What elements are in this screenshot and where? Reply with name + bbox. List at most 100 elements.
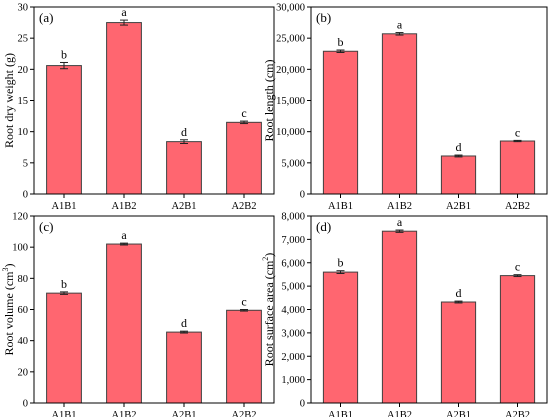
y-tick-label: 20 — [18, 65, 29, 76]
x-tick-label: A2B2 — [505, 201, 530, 212]
error-bar-A2B1 — [454, 154, 463, 158]
significance-letter: d — [456, 286, 462, 300]
x-tick-label: A1B2 — [111, 410, 136, 417]
y-tick-label: 1,000 — [281, 375, 305, 386]
bar-A1B2 — [106, 243, 142, 404]
error-bar-A1B1 — [336, 49, 345, 54]
significance-letter: c — [241, 295, 246, 309]
y-axis-title-superscript: 2 — [261, 257, 270, 261]
significance-letter: b — [338, 256, 344, 270]
y-tick-label: 3,000 — [281, 328, 305, 339]
y-tick-label: 40 — [18, 336, 29, 347]
panel-label: (d) — [316, 219, 331, 234]
y-axis-title-superscript: 3 — [1, 268, 10, 272]
y-tick-label: 8,000 — [281, 212, 305, 223]
chart-panel-a: b A1B1 a A1B2 d A2B1 c A2B2 0 5 10 15 20 25 30 (a) Root … — [2, 3, 275, 212]
significance-letter: a — [121, 228, 127, 242]
error-bar-A1B1 — [60, 291, 68, 295]
significance-letter: a — [397, 18, 403, 32]
chart-panel-b: b A1B1 a A1B2 d A2B1 c A2B2 0 5,000 10,000 15,000 20… — [262, 3, 548, 212]
error-bar-A1B2 — [120, 242, 128, 246]
error-bar-A2B2 — [513, 274, 522, 278]
y-tick-label: 30 — [18, 3, 29, 14]
bar-A2B2 — [499, 275, 536, 404]
y-tick-label: 2,000 — [281, 352, 305, 363]
bar-A2B2 — [499, 140, 536, 195]
bar-A1B2 — [106, 22, 142, 195]
bar-A2B1 — [440, 301, 477, 404]
x-tick-label: A1B2 — [111, 201, 136, 212]
significance-letter: a — [397, 215, 403, 229]
y-tick-label: 0 — [300, 399, 305, 410]
y-axis-title: Root volume (cm3) — [1, 264, 16, 356]
significance-letter: c — [515, 260, 520, 274]
y-tick-label: 120 — [12, 212, 28, 223]
error-bar-A1B2 — [395, 229, 404, 233]
y-axis-title-text: Root volume (cm — [2, 271, 16, 356]
bar-A2B1 — [440, 155, 477, 195]
error-bar-A2B2 — [513, 139, 522, 143]
y-tick-label: 10,000 — [276, 127, 305, 138]
chart-panel-d: b A1B1 a A1B2 d A2B1 c A2B2 0 1,000 2,000 3,000 4,00… — [261, 212, 548, 417]
y-tick-label: 15 — [18, 96, 29, 107]
y-tick-label: 20 — [18, 367, 29, 378]
y-axis-title-tail: ) — [2, 264, 16, 268]
x-tick-label: A1B1 — [328, 201, 353, 212]
y-axis-title-tail: ) — [262, 253, 276, 257]
y-tick-label: 0 — [23, 190, 28, 201]
x-tick-label: A2B1 — [446, 410, 471, 417]
error-bar-A1B1 — [60, 61, 68, 70]
significance-letter: d — [181, 316, 187, 330]
error-bar-A2B2 — [240, 309, 248, 312]
x-tick-label: A1B2 — [387, 410, 412, 417]
y-tick-label: 80 — [18, 274, 29, 285]
significance-letter: b — [61, 47, 67, 61]
error-bar-A1B2 — [120, 19, 128, 26]
bar-A1B1 — [322, 271, 359, 404]
bar-A2B2 — [226, 121, 262, 195]
y-axis-title-text: Root surface area (cm — [262, 260, 276, 366]
y-tick-label: 30,000 — [276, 3, 305, 14]
y-tick-label: 10 — [18, 127, 29, 138]
y-tick-label: 100 — [12, 243, 28, 254]
y-tick-label: 7,000 — [281, 235, 305, 246]
y-tick-label: 5,000 — [281, 158, 305, 169]
bar-A1B1 — [46, 65, 82, 195]
x-tick-label: A2B2 — [505, 410, 530, 417]
y-axis-title-text: Root length (cm) — [262, 60, 276, 142]
y-tick-label: 25 — [18, 34, 29, 45]
significance-letter: b — [61, 277, 67, 291]
error-bar-A2B1 — [180, 139, 188, 145]
y-tick-label: 15,000 — [276, 96, 305, 107]
error-bar-A2B2 — [240, 120, 248, 125]
bar-A1B1 — [322, 50, 359, 195]
panel-label: (b) — [316, 10, 331, 25]
x-tick-label: A2B1 — [171, 410, 196, 417]
x-tick-label: A2B2 — [231, 410, 256, 417]
y-tick-label: 6,000 — [281, 258, 305, 269]
y-tick-label: 60 — [18, 305, 29, 316]
y-axis-title: Root length (cm) — [262, 60, 276, 142]
y-tick-label: 25,000 — [276, 34, 305, 45]
significance-letter: c — [515, 125, 520, 139]
significance-letter: b — [338, 35, 344, 49]
bar-A1B2 — [381, 230, 418, 404]
y-tick-label: 20,000 — [276, 65, 305, 76]
bar-A1B2 — [381, 33, 418, 195]
bar-A1B1 — [46, 292, 82, 404]
y-tick-label: 0 — [23, 399, 28, 410]
x-tick-label: A1B1 — [328, 410, 353, 417]
x-tick-label: A1B2 — [387, 201, 412, 212]
x-tick-label: A2B1 — [171, 201, 196, 212]
panel-label: (a) — [39, 10, 53, 25]
significance-letter: a — [121, 5, 127, 19]
error-bar-A1B2 — [395, 32, 404, 36]
y-axis-title: Root surface area (cm2) — [261, 253, 276, 367]
error-bar-A2B1 — [454, 300, 463, 304]
y-tick-label: 5 — [23, 158, 28, 169]
y-tick-label: 0 — [300, 190, 305, 201]
error-bar-A2B1 — [180, 330, 188, 334]
x-tick-label: A2B2 — [231, 201, 256, 212]
significance-letter: d — [456, 140, 462, 154]
